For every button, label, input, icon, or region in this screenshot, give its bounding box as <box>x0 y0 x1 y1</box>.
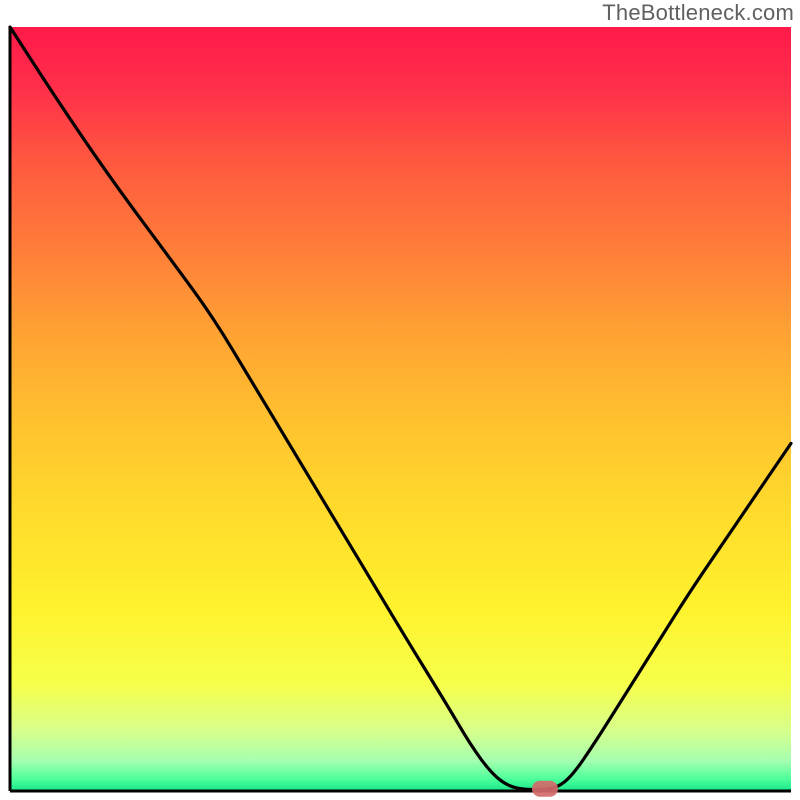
chart-container: { "watermark": { "text": "TheBottleneck.… <box>0 0 800 800</box>
watermark-text: TheBottleneck.com <box>602 0 794 26</box>
bottleneck-chart <box>0 0 800 800</box>
